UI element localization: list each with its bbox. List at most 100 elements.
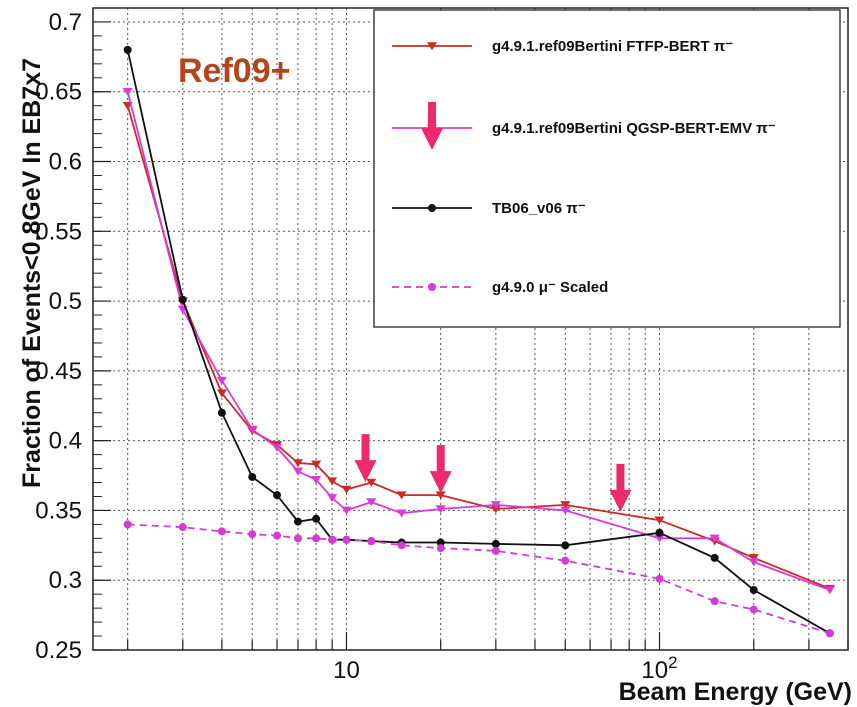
- y-tick-label: 0.4: [49, 428, 82, 455]
- data-point: [710, 597, 719, 606]
- data-point: [748, 558, 759, 567]
- y-tick-label: 0.55: [35, 218, 82, 245]
- data-point: [216, 389, 227, 398]
- pink-arrow: [609, 463, 632, 512]
- data-point: [491, 546, 500, 555]
- data-point: [123, 45, 132, 54]
- data-point: [491, 539, 500, 548]
- data-point: [560, 506, 571, 515]
- y-tick-label: 0.35: [35, 497, 82, 524]
- data-point: [312, 514, 321, 523]
- data-point: [825, 629, 834, 638]
- legend-marker: [428, 283, 436, 291]
- data-point: [327, 494, 338, 503]
- y-tick-labels: 0.25 0.3 0.35 0.4 0.45 0.5 0.55 0.6 0.65 0.7: [35, 9, 82, 664]
- x-tick-labels: 10 102: [333, 653, 677, 684]
- data-point: [272, 443, 283, 452]
- data-point: [560, 501, 571, 510]
- series-line: [126, 91, 831, 591]
- data-point: [122, 87, 133, 96]
- x-tick-label: 10: [333, 657, 360, 684]
- data-point: [749, 585, 758, 594]
- legend-sample-1: [392, 42, 472, 51]
- data-point: [367, 537, 376, 546]
- data-point: [824, 586, 835, 595]
- data-point: [217, 527, 226, 536]
- data-point: [292, 467, 303, 476]
- data-point: [248, 472, 257, 481]
- series-layer: [122, 45, 835, 638]
- y-tick-label: 0.7: [49, 9, 82, 36]
- data-point: [216, 376, 227, 385]
- data-point: [293, 517, 302, 526]
- legend-sample-4: [392, 283, 472, 291]
- data-point: [396, 509, 407, 518]
- data-point: [178, 295, 187, 304]
- legend-label-4: g4.9.0 μ⁻ Scaled: [492, 279, 608, 296]
- arrows-layer: [354, 434, 632, 512]
- y-tick-label: 0.45: [35, 358, 82, 385]
- data-point: [312, 534, 321, 543]
- ref-annotation: Ref09+: [178, 52, 290, 90]
- y-tick-label: 0.25: [35, 637, 82, 664]
- legend-marker: [428, 204, 436, 212]
- data-point: [273, 531, 282, 540]
- data-point: [655, 528, 664, 537]
- data-point: [561, 556, 570, 565]
- data-point: [654, 516, 665, 525]
- data-point: [748, 554, 759, 563]
- data-point: [710, 553, 719, 562]
- data-point: [396, 491, 407, 500]
- legend-marker: [427, 42, 437, 51]
- data-point: [366, 478, 377, 487]
- data-point: [490, 505, 501, 514]
- data-point: [397, 541, 406, 550]
- data-point: [342, 535, 351, 544]
- data-point: [248, 530, 257, 539]
- data-point: [490, 501, 501, 510]
- legend-box: [373, 9, 841, 328]
- data-point: [178, 523, 187, 532]
- y-tick-label: 0.3: [49, 567, 82, 594]
- y-axis-title: Fraction of Events<0.8GeV In EB7x7: [18, 58, 46, 488]
- data-point: [749, 605, 758, 614]
- pink-arrow: [354, 434, 377, 483]
- data-point: [292, 459, 303, 468]
- legend-label-1: g4.9.1.ref09Bertini FTFP-BERT π⁻: [492, 38, 733, 55]
- data-point: [654, 534, 665, 543]
- x-axis-title: Beam Energy (GeV): [619, 678, 852, 706]
- y-tick-label: 0.5: [49, 288, 82, 315]
- legend: g4.9.1.ref09Bertini FTFP-BERT π⁻ g4.9.1.r…: [373, 9, 841, 328]
- data-point: [436, 538, 445, 547]
- data-point: [247, 425, 258, 434]
- data-point: [436, 544, 445, 553]
- data-point: [328, 535, 337, 544]
- data-point: [561, 541, 570, 550]
- data-point: [341, 485, 352, 494]
- y-tick-label: 0.6: [49, 149, 82, 176]
- data-point: [366, 498, 377, 507]
- data-point: [709, 534, 720, 543]
- legend-label-2: g4.9.1.ref09Bertini QGSP-BERT-EMV π⁻: [492, 120, 776, 137]
- series-4: [123, 520, 834, 638]
- data-point: [341, 506, 352, 515]
- data-point: [293, 534, 302, 543]
- legend-pink-arrow: [421, 102, 443, 150]
- data-point: [435, 491, 446, 500]
- data-point: [655, 574, 664, 583]
- data-point: [217, 408, 226, 417]
- legend-label-3: TB06_v06 π⁻: [492, 200, 586, 217]
- series-line: [126, 105, 831, 590]
- pink-arrow: [429, 445, 452, 494]
- data-point: [273, 491, 282, 500]
- legend-sample-3: [392, 204, 472, 212]
- data-point: [327, 477, 338, 486]
- data-point: [311, 475, 322, 484]
- y-tick-label: 0.65: [35, 79, 82, 106]
- data-point: [123, 520, 132, 529]
- axis-ticks: [93, 21, 849, 651]
- data-point: [435, 505, 446, 514]
- data-point: [311, 460, 322, 469]
- series-line: [127, 523, 831, 635]
